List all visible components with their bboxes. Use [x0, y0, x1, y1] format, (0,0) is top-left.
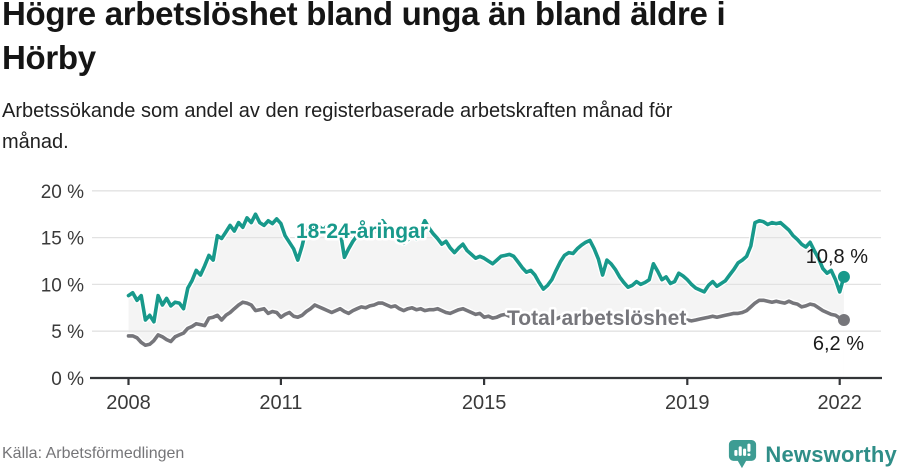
series-label-0: 18-24-åringar: [296, 220, 428, 243]
y-tick-label: 10 %: [41, 275, 84, 296]
unemployment-line-chart: 0 % 5 % 10 % 15 % 20 % 2008 2011 2015 2019 2022 18…: [41, 182, 882, 414]
value-label-1: 6,2 %: [813, 333, 864, 355]
x-tick-label: 2019: [665, 392, 710, 414]
chart-subtitle: Arbetssökande som andel av den registerb…: [2, 100, 673, 153]
logo-bar-1: [734, 449, 738, 456]
page-title: Högre arbetslöshet bland unga än bland ä…: [2, 0, 726, 76]
logo-bar-3: [743, 448, 747, 456]
value-label-0: 10,8 %: [806, 246, 868, 268]
logo-bubble: [729, 440, 757, 469]
logo-exclamation-dot: [747, 453, 751, 456]
series-line-1: [126, 298, 846, 347]
series-end-dot-1: [837, 313, 850, 326]
newsworthy-wordmark: Newsworthy: [765, 441, 897, 467]
x-tick-label: 2008: [106, 392, 151, 414]
y-tick-label: 20 %: [41, 182, 84, 203]
x-tick-label: 2022: [817, 392, 862, 414]
logo-exclamation-icon: [747, 443, 751, 452]
chart-area: 0 % 5 % 10 % 15 % 20 % 2008 2011 2015 2019 2022 18…: [0, 158, 900, 438]
x-tick-label: 2011: [259, 392, 302, 414]
newsworthy-brand[interactable]: Newsworthy: [728, 439, 897, 470]
y-tick-label: 15 %: [41, 229, 84, 250]
source-note: Källa: Arbetsförmedlingen: [2, 445, 185, 462]
series-end-dot-0: [837, 270, 850, 283]
newsworthy-logo-icon: [729, 440, 757, 469]
x-tick-label: 2015: [462, 392, 507, 414]
logo-bar-2: [739, 446, 743, 456]
series-label-1: Total arbetslöshet: [507, 307, 686, 330]
series-line-0: [126, 212, 846, 324]
y-tick-label: 0 %: [51, 369, 84, 390]
y-tick-label: 5 %: [51, 322, 84, 343]
